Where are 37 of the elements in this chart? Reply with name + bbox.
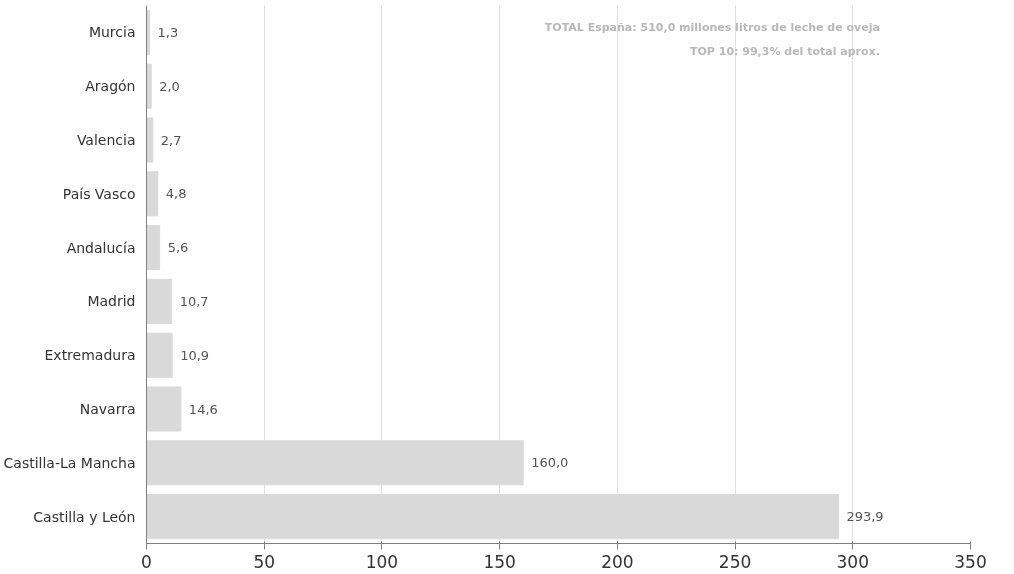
bar xyxy=(146,117,154,163)
data-label: 160,0 xyxy=(531,455,569,471)
annotation: TOP 10: 99,3% del total aprox. xyxy=(690,44,880,58)
x-tick-label: 350 xyxy=(954,551,987,572)
y-tick-label: Castilla-La Mancha xyxy=(3,454,136,471)
x-tick-label: 200 xyxy=(601,551,634,572)
x-tick-label: 300 xyxy=(836,551,870,572)
y-tick-label: Andalucía xyxy=(66,239,136,256)
bar xyxy=(146,332,173,378)
x-tick-label: 50 xyxy=(253,551,276,572)
bar xyxy=(146,278,173,324)
x-tick-label: 0 xyxy=(141,551,152,572)
x-tick-label: 150 xyxy=(483,551,516,572)
x-tick-label: 250 xyxy=(718,551,752,572)
data-label: 4,8 xyxy=(165,186,187,202)
y-tick-label: Castilla y León xyxy=(33,508,136,525)
y-tick-label: Aragón xyxy=(85,78,136,95)
data-label: 5,6 xyxy=(167,240,189,256)
y-tick-label: Navarra xyxy=(79,401,136,417)
y-tick-label: Extremadura xyxy=(44,347,136,364)
data-label: 14,6 xyxy=(188,401,218,417)
data-label: 10,7 xyxy=(179,293,209,309)
data-label: 10,9 xyxy=(180,347,210,363)
bar xyxy=(146,63,152,109)
y-tick-label: Madrid xyxy=(87,293,136,310)
x-tick-label: 100 xyxy=(365,551,399,572)
data-label: 2,7 xyxy=(160,132,182,148)
bar xyxy=(146,225,161,271)
bar xyxy=(146,386,182,432)
data-label: 2,0 xyxy=(159,78,180,94)
y-tick-label: País Vasco xyxy=(62,185,136,202)
y-tick-label: Murcia xyxy=(88,24,136,41)
data-label: 1,3 xyxy=(157,24,179,40)
y-tick-label: Valencia xyxy=(76,132,136,148)
bar xyxy=(146,171,159,217)
data-label: 293,9 xyxy=(846,509,884,525)
annotation: TOTAL España: 510,0 millones litros de leche de oveja xyxy=(544,20,880,34)
